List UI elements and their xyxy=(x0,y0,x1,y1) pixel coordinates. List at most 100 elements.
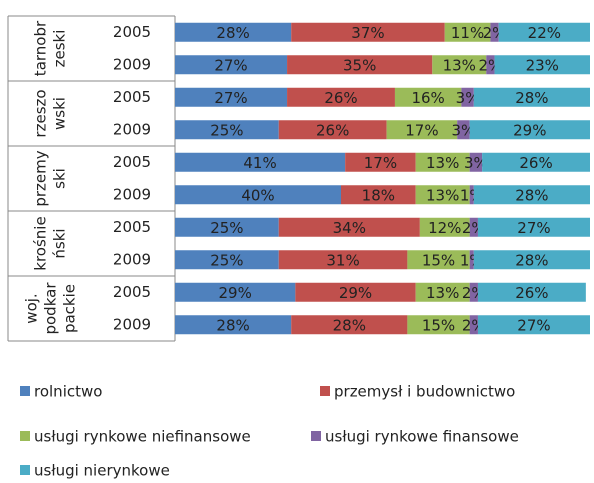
bar-segment xyxy=(477,315,590,335)
value-label: 28% xyxy=(515,186,548,204)
value-label: 28% xyxy=(333,316,366,334)
bar-segment xyxy=(469,217,478,237)
bar-segment xyxy=(287,55,433,75)
value-label: 27% xyxy=(214,89,247,107)
legend-swatch xyxy=(20,465,30,475)
group-label: ński xyxy=(51,228,69,258)
bar-segment xyxy=(278,217,420,237)
y-tick-label: 2009 xyxy=(113,120,151,138)
bar-segment xyxy=(469,250,474,270)
bar-segment xyxy=(345,152,416,172)
y-tick-label: 2009 xyxy=(113,55,151,73)
y-tick-label: 2005 xyxy=(113,218,151,236)
legend-swatch xyxy=(20,431,30,441)
bar-segment xyxy=(469,185,474,205)
bar-segment xyxy=(490,22,499,42)
bar-segment xyxy=(473,87,590,107)
value-label: 40% xyxy=(241,186,274,204)
legend-label: rolnictwo xyxy=(34,383,102,401)
value-label: 18% xyxy=(362,186,395,204)
value-label: 25% xyxy=(210,121,243,139)
bar-segment xyxy=(175,55,288,75)
y-tick-label: 2005 xyxy=(113,88,151,106)
bar-segment xyxy=(469,152,483,172)
legend-swatch xyxy=(320,386,330,396)
bar-segment xyxy=(341,185,416,205)
value-label: 26% xyxy=(316,121,349,139)
value-label: 27% xyxy=(517,316,550,334)
value-label: 26% xyxy=(515,284,548,302)
value-label: 15% xyxy=(422,251,455,269)
value-label: 22% xyxy=(528,24,561,42)
bar-segment xyxy=(278,120,387,140)
value-label: 3% xyxy=(464,154,488,172)
bar-segment xyxy=(477,282,586,302)
group-label: woj. xyxy=(23,293,41,323)
value-label: 15% xyxy=(422,316,455,334)
bar-segment xyxy=(386,120,458,140)
value-label: 27% xyxy=(517,219,550,237)
value-label: 13% xyxy=(443,56,476,74)
y-tick-label: 2009 xyxy=(113,315,151,333)
value-label: 31% xyxy=(326,251,359,269)
bar-segment xyxy=(415,152,470,172)
bar-segment xyxy=(175,22,292,42)
value-label: 29% xyxy=(513,121,546,139)
group-label: przemy xyxy=(32,150,50,206)
bar-segment xyxy=(498,22,590,42)
bar-segment xyxy=(291,22,445,42)
value-label: 28% xyxy=(216,316,249,334)
bar-segment xyxy=(432,55,487,75)
value-label: 12% xyxy=(428,219,461,237)
value-label: 41% xyxy=(243,154,276,172)
legend-label: usługi nierynkowe xyxy=(34,462,170,480)
group-label: podkar xyxy=(42,282,60,335)
value-label: 3% xyxy=(456,89,480,107)
y-tick-label: 2005 xyxy=(113,23,151,41)
bar-segment xyxy=(461,87,474,107)
y-tick-label: 2005 xyxy=(113,283,151,301)
group-label: packie xyxy=(61,284,79,333)
bar-segment xyxy=(287,87,395,107)
legend-swatch xyxy=(20,386,30,396)
y-tick-label: 2009 xyxy=(113,185,151,203)
bar-segment xyxy=(469,282,478,302)
bar-segment xyxy=(291,315,408,335)
bar-segment xyxy=(407,315,470,335)
legend-label: przemysł i budownictwo xyxy=(334,383,515,401)
group-label: ski xyxy=(51,168,69,189)
bar-segment xyxy=(477,217,590,237)
legend-swatch xyxy=(311,431,321,441)
value-label: 29% xyxy=(219,284,252,302)
value-label: 11% xyxy=(451,24,484,42)
bar-segment xyxy=(175,315,292,335)
bar-segment xyxy=(469,315,478,335)
legend-label: usługi rynkowe niefinansowe xyxy=(34,428,251,446)
value-label: 25% xyxy=(210,251,243,269)
group-label: wski xyxy=(51,97,69,130)
value-label: 13% xyxy=(426,154,459,172)
bar-segment xyxy=(486,55,495,75)
value-label: 23% xyxy=(526,56,559,74)
legend-label: usługi rynkowe finansowe xyxy=(325,428,519,446)
group-label: rzeszo xyxy=(32,89,50,137)
bar-segment xyxy=(494,55,590,75)
y-tick-label: 2009 xyxy=(113,250,151,268)
bar-segment xyxy=(175,120,279,140)
group-label: zeski xyxy=(51,30,69,68)
value-label: 13% xyxy=(426,284,459,302)
bar-segment xyxy=(175,185,341,205)
group-label: krośnie xyxy=(32,216,50,270)
value-label: 34% xyxy=(333,219,366,237)
group-label: tarnobr xyxy=(32,20,50,76)
bar-segment xyxy=(444,22,491,42)
value-label: 25% xyxy=(210,219,243,237)
bar-segment xyxy=(473,250,590,270)
bar-segment xyxy=(415,185,470,205)
bar-segment xyxy=(175,217,279,237)
value-label: 37% xyxy=(351,24,384,42)
bar-segment xyxy=(419,217,470,237)
value-label: 28% xyxy=(515,89,548,107)
bar-segment xyxy=(415,282,470,302)
